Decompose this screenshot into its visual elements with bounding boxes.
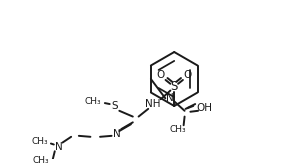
- Text: OH: OH: [197, 103, 213, 113]
- Text: S: S: [111, 101, 118, 111]
- Text: O: O: [184, 70, 192, 80]
- Text: N: N: [112, 129, 120, 139]
- Text: N: N: [166, 93, 174, 103]
- Text: CH₃: CH₃: [169, 125, 186, 134]
- Text: CH₃: CH₃: [33, 156, 50, 165]
- Text: O: O: [157, 70, 165, 80]
- Text: CH₃: CH₃: [85, 97, 102, 106]
- Text: N: N: [55, 142, 63, 152]
- Text: CH₃: CH₃: [31, 137, 48, 146]
- Text: NH: NH: [145, 99, 161, 109]
- Text: S: S: [171, 80, 178, 93]
